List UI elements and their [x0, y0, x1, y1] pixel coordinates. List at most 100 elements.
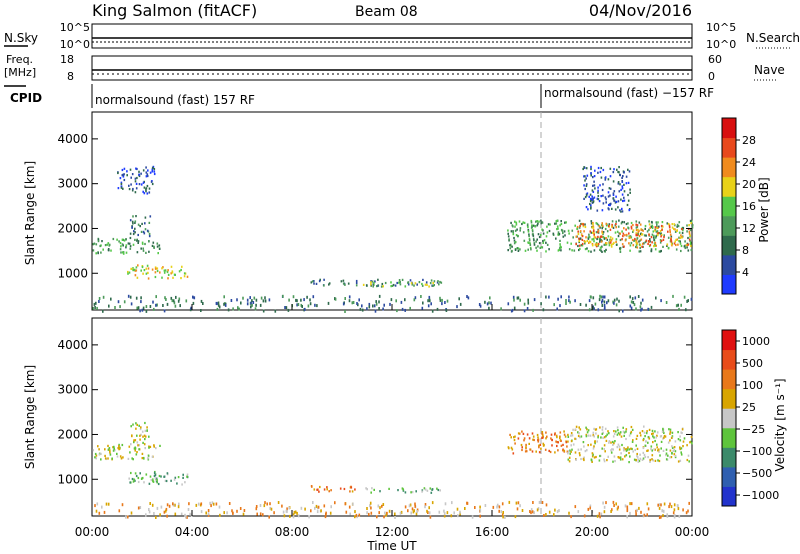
power-echo-cell [676, 229, 678, 232]
power-echo-cell [368, 302, 371, 306]
power-echo-cell [123, 300, 126, 304]
velocity-echo-cell [567, 435, 570, 438]
power-echo-cell [156, 242, 159, 245]
velocity-echo-cell [654, 430, 656, 433]
velocity-echo-cell [614, 440, 616, 443]
velocity-echo-cell [140, 426, 142, 429]
velocity-colorbar-swatch [722, 486, 736, 507]
power-echo-cell [144, 242, 146, 246]
power-echo-cell [603, 300, 606, 304]
velocity-echo-cell [139, 434, 141, 437]
power-echo-cell [604, 243, 607, 246]
power-echo-cell [634, 239, 636, 242]
power-echo-cell [598, 225, 601, 228]
velocity-echo-cell [612, 460, 614, 463]
power-echo-cell [510, 244, 512, 247]
power-echo-cell [404, 308, 406, 312]
time-xaxis: 00:00 04:00 08:00 12:00 16:00 20:00 00:00 [75, 304, 709, 539]
power-echo-cell [262, 309, 265, 313]
power-echo-cell [614, 201, 617, 204]
power-colorbar-swatch [722, 274, 736, 295]
velocity-echo-cell [197, 502, 200, 506]
velocity-echo-cell [608, 440, 611, 443]
velocity-echo-cell [543, 444, 545, 447]
velocity-echo-cell [170, 479, 172, 482]
velocity-echo-cell [610, 441, 612, 444]
power-echo-cell [297, 303, 300, 306]
velocity-echo-cell [664, 435, 667, 438]
power-echo-cell [635, 220, 638, 223]
power-echo-cell [512, 225, 514, 228]
power-echo-cell [675, 248, 678, 251]
velocity-echo-region [130, 421, 150, 446]
power-echo-cell [589, 202, 591, 206]
power-echo-cell [593, 235, 596, 239]
power-echo-cell [99, 244, 101, 248]
power-echo-cell [689, 229, 692, 232]
velocity-echo-cell [273, 511, 275, 515]
power-echo-cell [633, 239, 635, 242]
power-echo-cell [488, 306, 490, 310]
power-echo-cell [629, 295, 631, 299]
power-echo-cell [611, 207, 613, 210]
velocity-echo-cell [148, 482, 151, 485]
power-echo-cell [508, 238, 510, 241]
velocity-echo-cell [139, 438, 141, 441]
power-echo-cell [116, 238, 118, 241]
power-echo-cell [121, 243, 124, 246]
power-echo-cell [251, 303, 253, 307]
velocity-echo-cell [187, 508, 190, 511]
power-echo-cell [557, 227, 559, 230]
freq-left-unit: [MHz] [4, 66, 36, 79]
power-echo-cell [592, 237, 595, 241]
power-echo-cell [136, 239, 138, 242]
power-echo-cell [304, 307, 306, 311]
velocity-echo-cell [670, 456, 673, 459]
power-echo-cell [592, 223, 594, 226]
velocity-echo-cell [634, 448, 636, 452]
power-echo-cell [641, 307, 643, 311]
power-echo-cell [591, 201, 594, 204]
power-echo-cell [147, 267, 150, 270]
power-echo-cell [104, 244, 107, 247]
power-echo-cell [638, 229, 640, 232]
power-echo-cell [651, 241, 653, 244]
power-echo-cell [120, 186, 123, 189]
power-echo-cell [656, 232, 659, 235]
power-echo-cell [151, 182, 154, 186]
velocity-echo-cell [568, 511, 570, 515]
velocity-echo-cell [136, 434, 138, 437]
power-echo-cell [527, 230, 530, 233]
velocity-echo-cell [603, 436, 606, 439]
power-echo-cell [136, 306, 138, 310]
velocity-echo-cell [134, 449, 136, 452]
velocity-echo-cell [557, 441, 559, 444]
power-echo-cell [687, 243, 690, 246]
power-echo-cell [617, 200, 620, 203]
power-echo-cell [178, 270, 181, 273]
noise-ytick-top-right: 10^5 [706, 21, 736, 34]
power-echo-cell [636, 224, 639, 227]
velocity-echo-cell [149, 445, 152, 448]
power-echo-cell [689, 242, 692, 246]
power-echo-cell [585, 206, 588, 209]
velocity-echo-cell [266, 502, 268, 506]
power-echo-cell [604, 196, 607, 199]
velocity-echo-cell [628, 448, 631, 451]
velocity-echo-cell [165, 507, 168, 511]
velocity-echo-cell [643, 431, 646, 434]
velocity-echo-cell [544, 448, 547, 451]
velocity-echo-cell [626, 507, 629, 511]
velocity-echo-cell [292, 515, 295, 519]
velocity-echo-cell [622, 426, 624, 429]
power-echo-cell [173, 273, 176, 276]
power-echo-cell [552, 233, 555, 236]
velocity-echo-cell [530, 511, 532, 515]
power-echo-cell [613, 199, 615, 202]
velocity-echo-cell [516, 507, 519, 511]
power-echo-cell [190, 306, 192, 310]
velocity-echo-cell [645, 432, 648, 435]
power-echo-cell [650, 236, 653, 239]
power-echo-cell [621, 187, 624, 190]
